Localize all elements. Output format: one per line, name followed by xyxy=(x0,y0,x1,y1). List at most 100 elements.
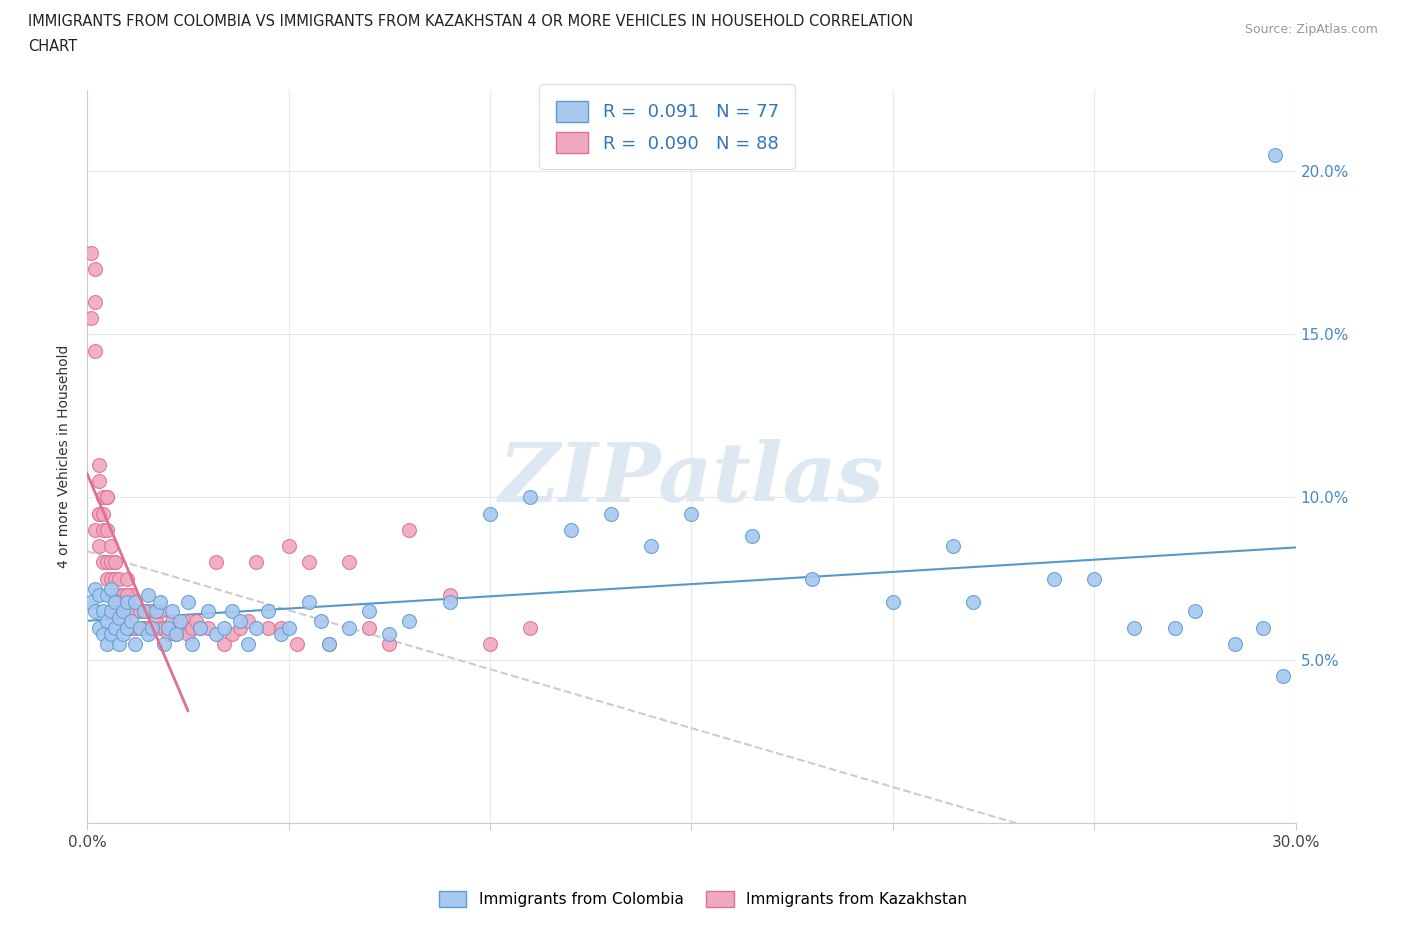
Point xyxy=(149,604,172,618)
Point xyxy=(108,571,131,586)
Point xyxy=(117,620,139,635)
Point xyxy=(84,604,107,618)
Point xyxy=(221,627,243,642)
Point xyxy=(519,620,541,635)
Point xyxy=(285,636,308,651)
Point xyxy=(270,627,292,642)
Point xyxy=(124,636,146,651)
Point xyxy=(184,614,207,629)
Point xyxy=(136,604,159,618)
Point xyxy=(108,610,131,625)
Point xyxy=(84,295,107,310)
Text: IMMIGRANTS FROM COLOMBIA VS IMMIGRANTS FROM KAZAKHSTAN 4 OR MORE VEHICLES IN HOU: IMMIGRANTS FROM COLOMBIA VS IMMIGRANTS F… xyxy=(28,14,914,29)
Legend: Immigrants from Colombia, Immigrants from Kazakhstan: Immigrants from Colombia, Immigrants fro… xyxy=(433,884,973,913)
Point xyxy=(277,620,299,635)
Point xyxy=(91,523,114,538)
Point xyxy=(96,490,118,505)
Point xyxy=(188,620,211,635)
Point xyxy=(298,555,321,570)
Point xyxy=(197,604,219,618)
Point xyxy=(160,614,183,629)
Point xyxy=(121,620,143,635)
Point xyxy=(439,588,461,603)
Point xyxy=(104,588,127,603)
Point xyxy=(398,614,420,629)
Point xyxy=(100,581,122,596)
Point xyxy=(1253,620,1275,635)
Point xyxy=(156,627,179,642)
Text: Source: ZipAtlas.com: Source: ZipAtlas.com xyxy=(1244,23,1378,36)
Point xyxy=(173,614,195,629)
Point xyxy=(298,594,321,609)
Point xyxy=(221,604,243,618)
Point xyxy=(136,627,159,642)
Point xyxy=(117,620,139,635)
Point xyxy=(169,620,191,635)
Point xyxy=(91,627,114,642)
Point xyxy=(145,604,167,618)
Point xyxy=(165,627,187,642)
Point xyxy=(318,636,340,651)
Point xyxy=(100,538,122,553)
Point xyxy=(96,523,118,538)
Point xyxy=(1164,620,1187,635)
Point xyxy=(104,594,127,609)
Point xyxy=(1043,571,1066,586)
Point xyxy=(80,246,103,260)
Point xyxy=(96,614,118,629)
Point xyxy=(117,588,139,603)
Point xyxy=(100,571,122,586)
Point xyxy=(337,620,360,635)
Point xyxy=(104,620,127,635)
Point xyxy=(136,620,159,635)
Point xyxy=(560,523,582,538)
Point xyxy=(117,594,139,609)
Point xyxy=(141,620,163,635)
Point xyxy=(1083,571,1105,586)
Point xyxy=(257,620,280,635)
Point xyxy=(91,604,114,618)
Point xyxy=(245,620,267,635)
Point xyxy=(245,555,267,570)
Point xyxy=(149,620,172,635)
Point xyxy=(124,620,146,635)
Point xyxy=(104,571,127,586)
Point xyxy=(104,555,127,570)
Point xyxy=(117,571,139,586)
Point xyxy=(124,604,146,618)
Point xyxy=(112,620,135,635)
Point xyxy=(177,627,200,642)
Point xyxy=(89,458,111,472)
Point xyxy=(112,614,135,629)
Text: ZIPatlas: ZIPatlas xyxy=(499,439,884,519)
Point xyxy=(112,588,135,603)
Point xyxy=(229,614,252,629)
Point xyxy=(238,636,260,651)
Point xyxy=(1123,620,1146,635)
Point xyxy=(104,555,127,570)
Point xyxy=(398,523,420,538)
Point xyxy=(80,594,103,609)
Point xyxy=(165,627,187,642)
Point xyxy=(128,604,150,618)
Point xyxy=(197,620,219,635)
Point xyxy=(1264,148,1286,163)
Point xyxy=(128,620,150,635)
Point xyxy=(152,620,174,635)
Point xyxy=(1184,604,1206,618)
Point xyxy=(519,490,541,505)
Point xyxy=(91,506,114,521)
Point xyxy=(91,555,114,570)
Point xyxy=(100,627,122,642)
Point xyxy=(96,490,118,505)
Point xyxy=(121,614,143,629)
Point xyxy=(741,529,763,544)
Point xyxy=(84,523,107,538)
Y-axis label: 4 or more Vehicles in Household: 4 or more Vehicles in Household xyxy=(58,345,72,568)
Legend: R =  0.091   N = 77, R =  0.090   N = 88: R = 0.091 N = 77, R = 0.090 N = 88 xyxy=(540,85,794,169)
Point xyxy=(160,604,183,618)
Point xyxy=(132,604,155,618)
Point xyxy=(84,261,107,276)
Point xyxy=(124,594,146,609)
Point xyxy=(100,588,122,603)
